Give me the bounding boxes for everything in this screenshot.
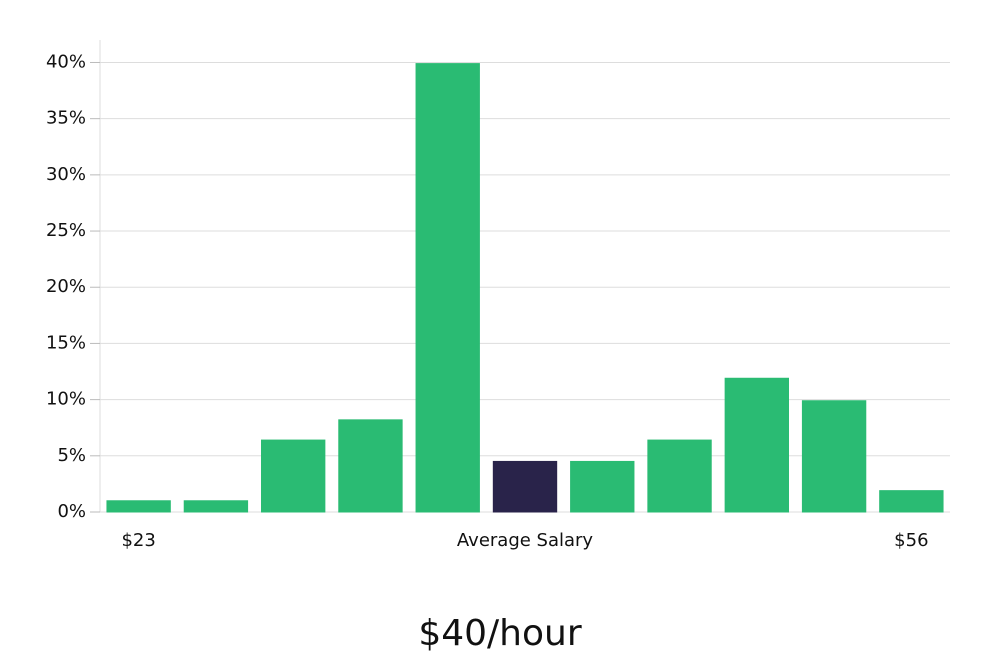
bar (879, 490, 944, 513)
y-tick-label: 15% (46, 332, 86, 353)
x-tick-label: $23 (121, 530, 155, 551)
y-tick-label: 5% (57, 445, 86, 466)
bar (183, 500, 249, 513)
x-tick-label: $56 (894, 530, 928, 551)
x-tick-label: Average Salary (457, 530, 594, 551)
y-tick-label: 35% (46, 108, 86, 129)
y-tick-label: 0% (57, 501, 86, 522)
y-tick-label: 10% (46, 389, 86, 410)
y-tick-label: 40% (46, 51, 86, 72)
y-tick-label: 30% (46, 164, 86, 185)
bar (492, 460, 558, 513)
bar (106, 500, 171, 513)
bar (647, 439, 712, 513)
bar (570, 460, 635, 513)
y-tick-label: 20% (46, 276, 86, 297)
bar (801, 400, 867, 513)
bar (724, 377, 789, 513)
chart-caption: $40/hour (418, 613, 582, 654)
y-tick-label: 25% (46, 220, 86, 241)
bar (338, 419, 403, 513)
bar (261, 439, 326, 513)
bar (415, 63, 480, 513)
